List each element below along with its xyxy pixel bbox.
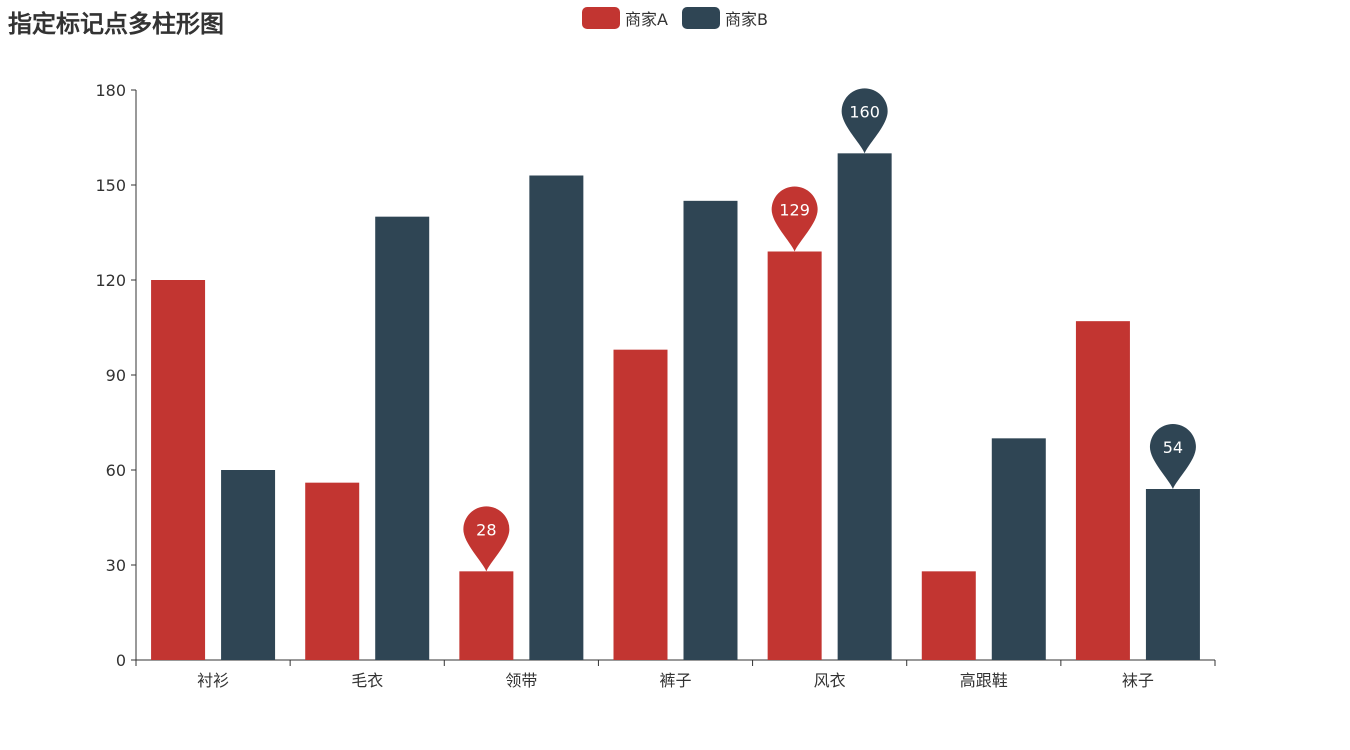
bar-a [305, 482, 360, 660]
y-tick-label: 30 [106, 556, 126, 575]
x-tick-label: 高跟鞋 [960, 671, 1008, 690]
legend-label-b: 商家B [724, 10, 768, 29]
bar-a [767, 251, 822, 660]
x-tick-label: 裤子 [659, 671, 691, 690]
bar-a [151, 280, 206, 660]
bar-b [529, 175, 584, 660]
y-tick-label: 150 [95, 176, 126, 195]
mark-point-pin [1149, 424, 1196, 489]
y-tick-label: 60 [106, 461, 126, 480]
bar-a [921, 571, 976, 660]
x-tick-label: 袜子 [1122, 671, 1154, 690]
chart-title: 指定标记点多柱形图 [8, 10, 224, 38]
mark-point-label: 54 [1163, 438, 1183, 457]
y-tick-label: 0 [116, 651, 126, 670]
x-tick-label: 风衣 [814, 671, 846, 690]
legend-swatch-b [681, 7, 720, 29]
bar-a [613, 349, 668, 660]
legend-item-a[interactable]: 商家A [582, 6, 668, 30]
x-tick-label: 衬衫 [197, 671, 229, 690]
mark-point-label: 129 [779, 201, 810, 220]
bar-a [459, 571, 514, 660]
mark-point-label: 28 [476, 520, 496, 539]
bar-b [683, 200, 738, 661]
mark-point-pin [463, 506, 510, 572]
legend-label-a: 商家A [625, 10, 668, 29]
y-tick-label: 120 [95, 271, 126, 290]
x-tick-label: 领带 [505, 671, 537, 690]
x-tick-label: 毛衣 [351, 671, 383, 690]
bar-b [991, 438, 1046, 660]
bar-b [375, 216, 430, 660]
bar-b [837, 153, 892, 661]
legend-item-b[interactable]: 商家B [681, 6, 768, 30]
y-tick-label: 90 [106, 366, 126, 385]
mark-point-pin [841, 88, 888, 154]
mark-point-pin [771, 186, 818, 252]
bar-a [1075, 321, 1130, 660]
bar-b [1145, 489, 1200, 660]
y-tick-label: 180 [95, 81, 126, 100]
legend: 商家A 商家B [0, 6, 1350, 30]
legend-swatch-a [582, 7, 621, 29]
mark-point-label: 160 [849, 102, 880, 121]
bar-b [221, 470, 276, 660]
